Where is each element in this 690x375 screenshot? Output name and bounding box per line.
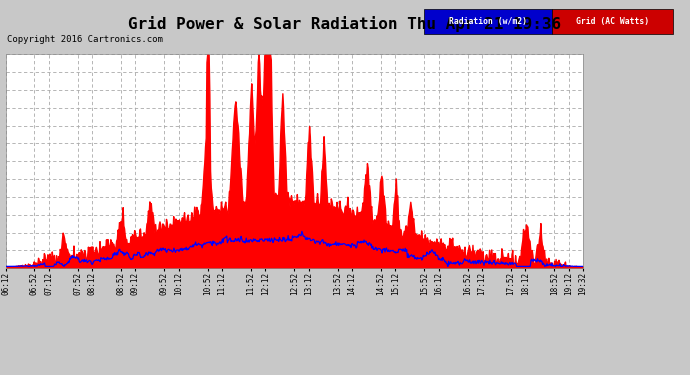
Text: Radiation (w/m2): Radiation (w/m2) — [449, 17, 527, 26]
Text: Copyright 2016 Cartronics.com: Copyright 2016 Cartronics.com — [7, 35, 163, 44]
Text: Grid (AC Watts): Grid (AC Watts) — [576, 17, 649, 26]
Text: Grid Power & Solar Radiation Thu Apr 21 19:36: Grid Power & Solar Radiation Thu Apr 21 … — [128, 16, 562, 32]
